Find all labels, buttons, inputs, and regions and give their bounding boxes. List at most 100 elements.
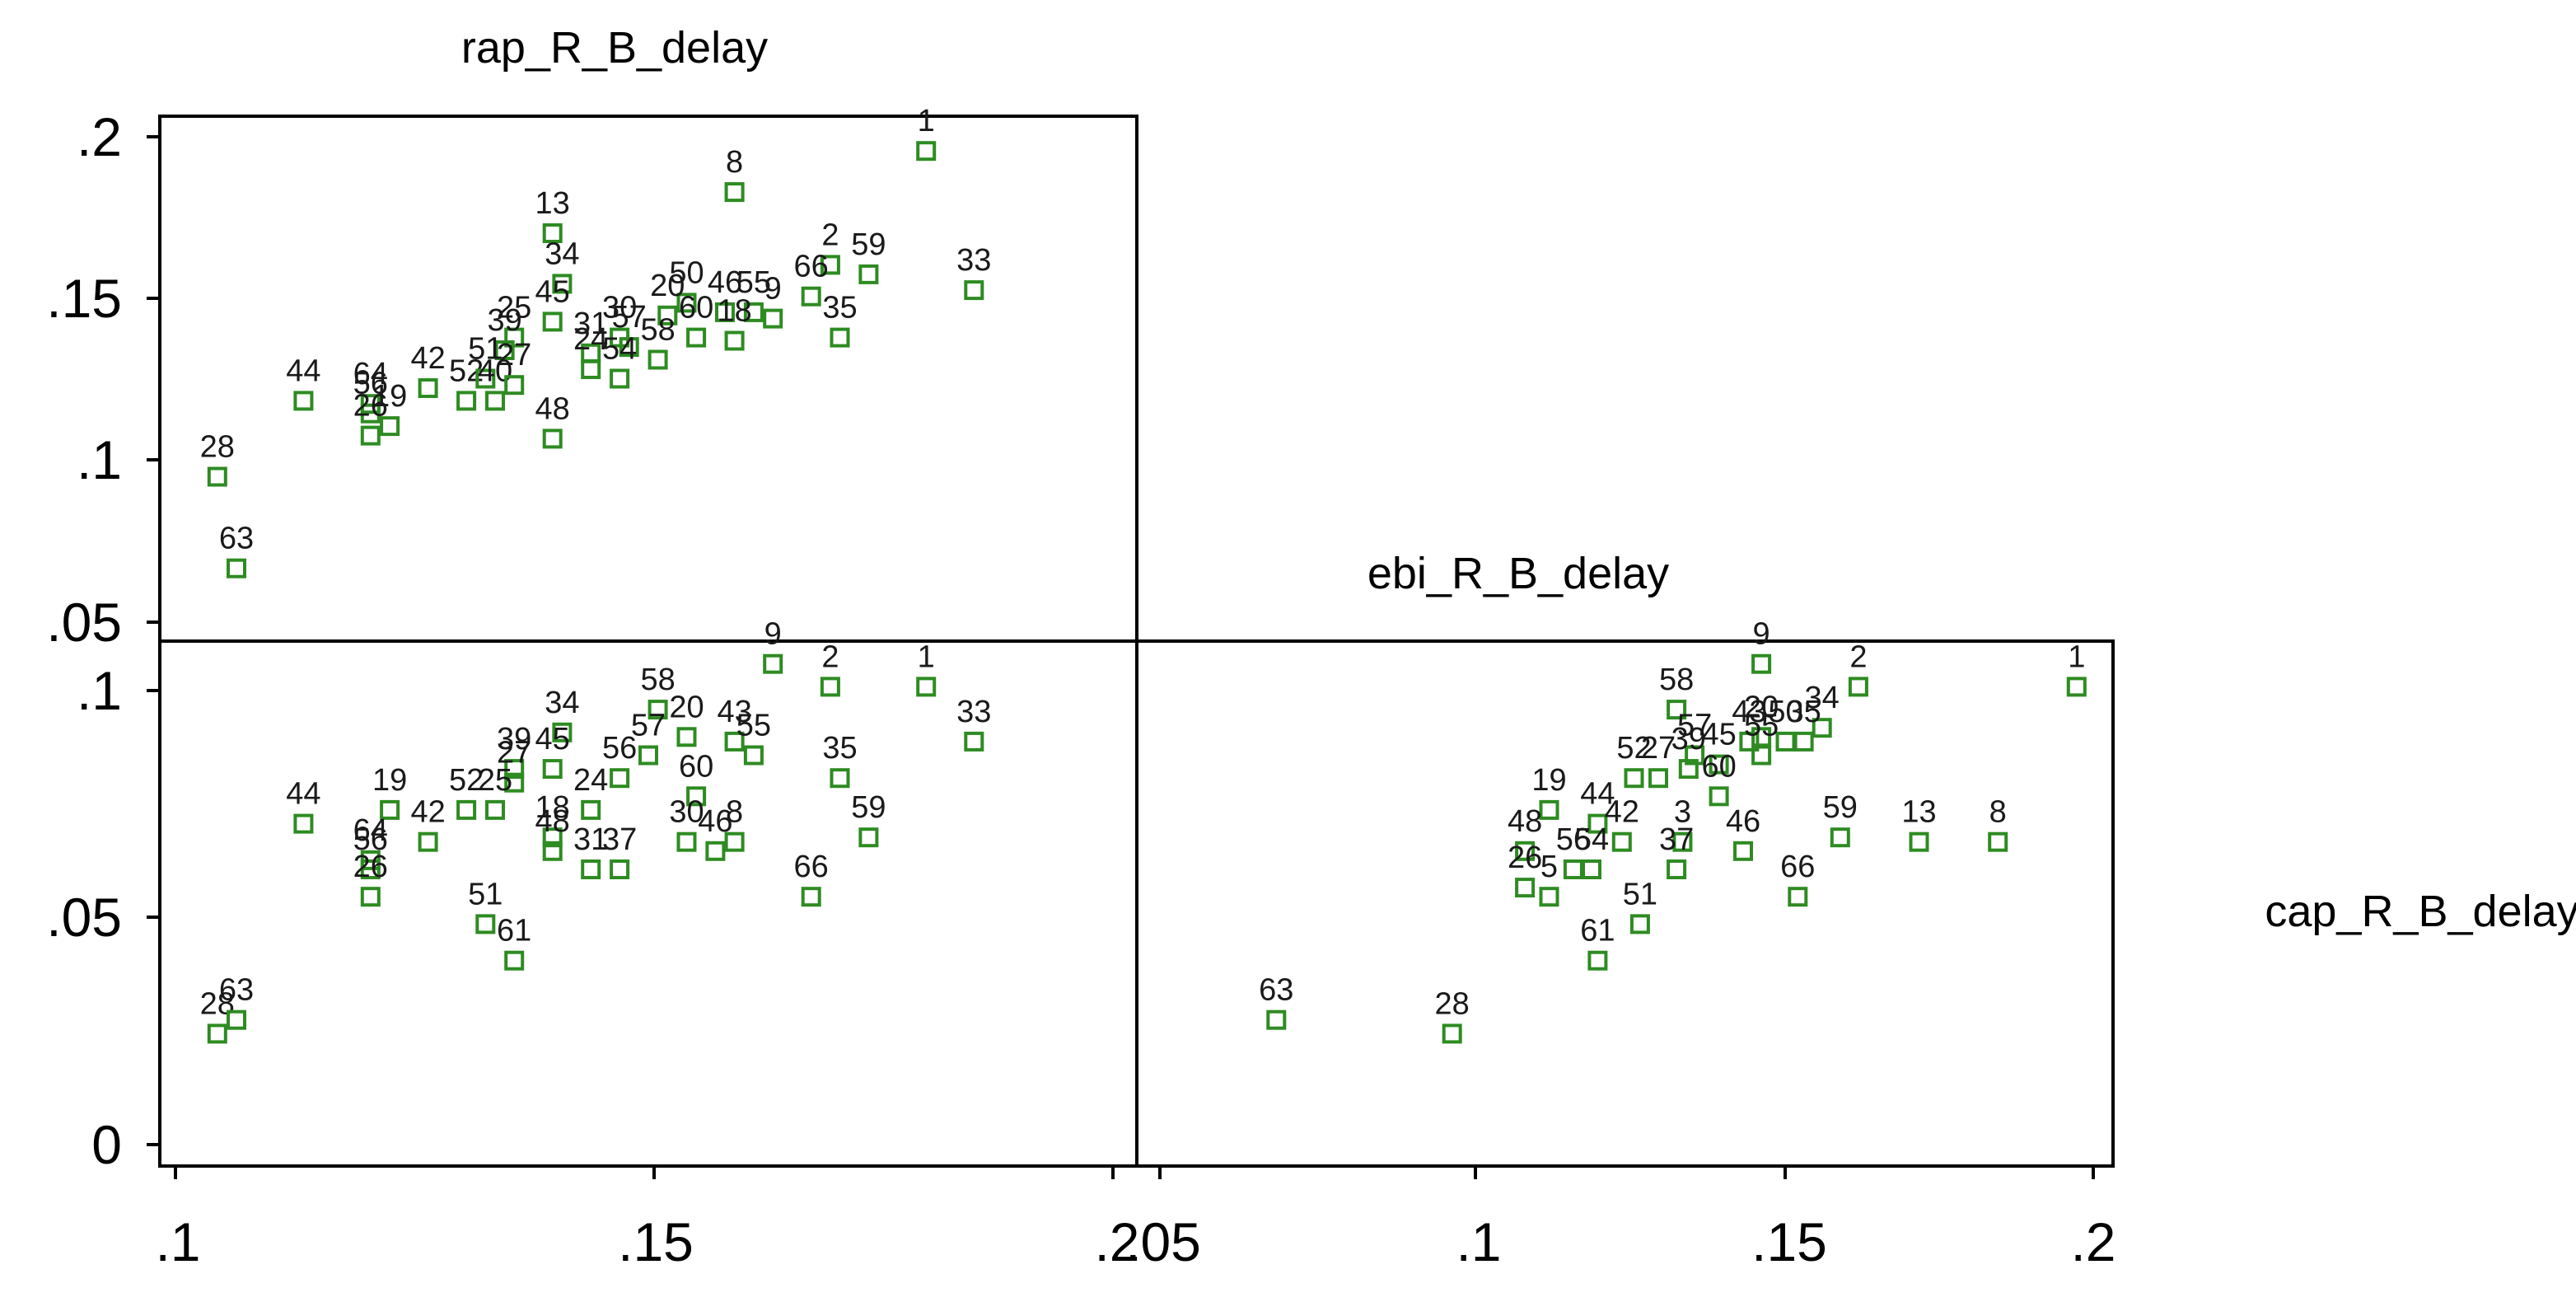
data-point-marker [360, 403, 381, 424]
data-point-label: 19 [372, 763, 407, 798]
data-point-label: 48 [535, 391, 570, 426]
data-point-marker [610, 859, 630, 879]
data-point-label: 24 [573, 763, 608, 798]
data-point-marker [724, 731, 745, 752]
data-point-label: 45 [535, 274, 570, 309]
y-tick-label: .05 [46, 592, 122, 653]
data-point-marker [360, 425, 381, 446]
data-point-label: 46 [708, 265, 742, 300]
data-point-marker [1515, 878, 1536, 898]
data-point-marker [858, 827, 879, 848]
data-point-label: 1 [918, 639, 935, 674]
data-point-label: 39 [1671, 722, 1706, 756]
data-point-label: 30 [602, 291, 637, 326]
data-point-label: 44 [1580, 777, 1615, 812]
data-point-label: 51 [468, 877, 503, 911]
data-point-label: 56 [1556, 822, 1591, 857]
data-point-marker [504, 950, 525, 971]
data-point-label: 31 [573, 822, 608, 857]
x-tick-label: .1 [1456, 1211, 1501, 1272]
data-point-label: 18 [717, 294, 751, 329]
data-point-marker [1539, 887, 1559, 907]
data-point-marker [1709, 786, 1729, 807]
data-point-label: 9 [1753, 617, 1770, 652]
data-point-label: 8 [726, 145, 743, 180]
data-point-label: 27 [497, 338, 531, 372]
data-point-marker [542, 311, 563, 332]
data-point-marker [1587, 813, 1608, 834]
data-point-label: 2 [821, 639, 839, 674]
data-point-label: 45 [1701, 718, 1736, 752]
data-point-marker [724, 831, 745, 852]
data-point-label: 34 [545, 237, 579, 271]
data-point-label: 45 [535, 722, 570, 756]
data-point-label: 39 [497, 722, 531, 756]
x-tick-label: .1 [155, 1211, 200, 1272]
data-point-marker [686, 786, 707, 807]
data-point-label: 34 [545, 686, 579, 720]
data-point-marker [676, 831, 697, 852]
data-point-label: 20 [1744, 690, 1779, 724]
data-point-label: 54 [602, 332, 637, 367]
data-point-marker [1775, 731, 1796, 752]
data-point-marker [1848, 677, 1868, 697]
data-point-label: 33 [956, 243, 991, 278]
data-point-label: 59 [851, 790, 886, 825]
data-point-marker [610, 368, 630, 389]
data-point-label: 66 [1780, 850, 1815, 884]
data-point-marker [858, 264, 879, 284]
data-point-label: 3 [1674, 795, 1691, 830]
data-point-label: 56 [353, 367, 388, 401]
data-point-label: 25 [497, 291, 531, 326]
data-point-label: 52 [449, 763, 484, 798]
data-point-marker [456, 391, 477, 411]
data-point-marker [610, 768, 630, 789]
data-point-marker [1582, 859, 1601, 879]
data-point-label: 9 [764, 617, 782, 652]
data-point-label: 63 [219, 522, 254, 556]
data-point-marker [293, 391, 314, 411]
x-tick-label: .2 [2070, 1211, 2115, 1272]
data-point-marker [743, 745, 764, 766]
data-point-label: 34 [1805, 681, 1840, 715]
data-point-marker [1812, 718, 1832, 738]
x-tick-label: .15 [1751, 1211, 1827, 1272]
data-point-marker [638, 745, 658, 766]
data-point-label: 60 [679, 291, 713, 326]
data-point-marker [686, 327, 707, 348]
data-point-label: 48 [1508, 804, 1542, 839]
variable-label-ebi: ebi_R_B_delay [1367, 549, 1669, 598]
data-point-marker [1624, 768, 1644, 789]
data-point-marker [1909, 831, 1929, 852]
data-point-marker [504, 759, 525, 780]
data-point-label: 5 [1540, 850, 1558, 884]
data-point-marker [1563, 859, 1583, 879]
data-point-marker [418, 378, 438, 398]
data-point-marker [648, 700, 668, 720]
data-point-marker [542, 841, 563, 861]
data-point-label: 26 [353, 850, 388, 884]
data-point-marker [1788, 887, 1808, 907]
data-point-label: 58 [1659, 663, 1694, 697]
data-point-marker [1442, 1023, 1462, 1044]
y-tick-label: .2 [77, 106, 122, 167]
data-point-marker [763, 653, 783, 674]
panel-frame-cap-vs-ebi [1135, 639, 2115, 1168]
data-point-marker [418, 831, 438, 852]
data-point-marker [1629, 914, 1650, 934]
data-point-label: 35 [822, 291, 857, 326]
data-point-label: 8 [726, 795, 743, 830]
data-point-label: 59 [851, 227, 886, 262]
data-point-label: 55 [736, 709, 771, 743]
data-point-label: 48 [535, 804, 570, 839]
data-point-marker [227, 558, 246, 578]
data-point-label: 9 [764, 272, 782, 307]
data-point-label: 19 [372, 379, 407, 414]
data-point-label: 26 [1508, 841, 1542, 875]
x-tick-label: .05 [1125, 1211, 1201, 1272]
data-point-marker [916, 141, 937, 162]
data-point-label: 60 [679, 749, 713, 784]
data-point-marker [456, 799, 477, 820]
